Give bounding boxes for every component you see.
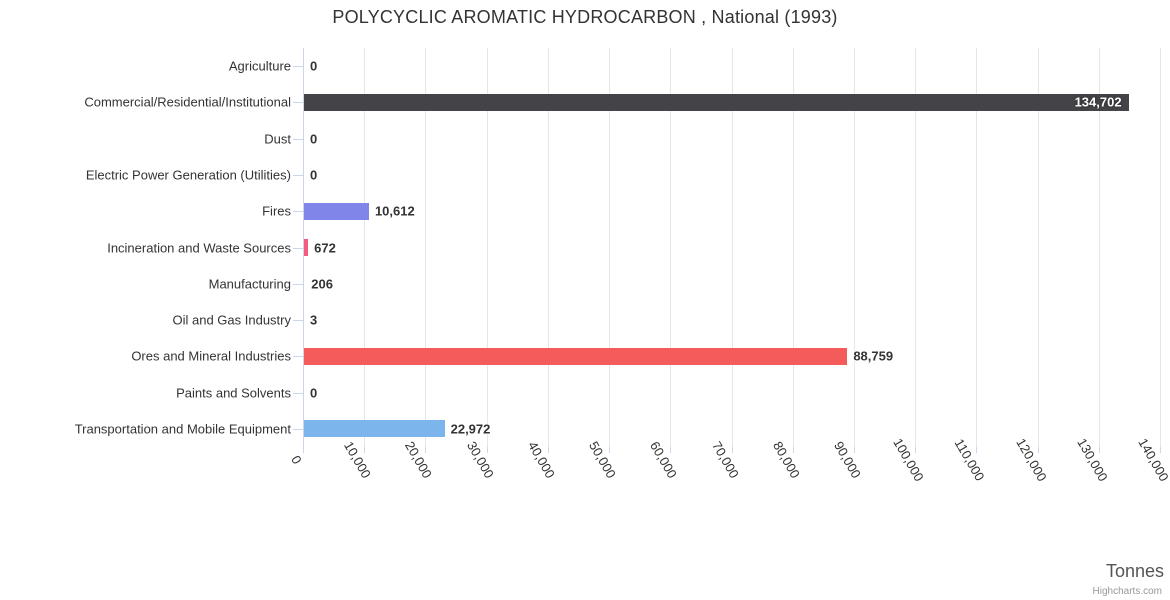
chart-title: POLYCYCLIC AROMATIC HYDROCARBON , Nation… [332, 7, 838, 27]
x-axis-tick-mark [609, 447, 611, 453]
x-axis-tick-label: 40,000 [524, 438, 558, 481]
gridline [609, 48, 611, 447]
category-label: Electric Power Generation (Utilities) [85, 167, 291, 183]
category-tick-mark [293, 392, 303, 394]
x-axis-tick-label: 10,000 [341, 438, 375, 481]
gridline [364, 48, 366, 447]
gridline [486, 48, 488, 447]
gridline [976, 48, 978, 447]
gridline [792, 48, 794, 447]
y-axis-line [303, 48, 304, 447]
x-axis-tick-mark [915, 447, 917, 453]
x-axis-tick-label: 90,000 [830, 438, 864, 481]
gridline [1037, 48, 1039, 447]
x-axis-tick-label: 120,000 [1012, 435, 1050, 484]
gridline [425, 48, 427, 447]
category-label: Dust [264, 131, 291, 147]
gridline [670, 48, 672, 447]
category-tick-mark [293, 174, 303, 176]
bar-value-label: 206 [311, 276, 333, 292]
x-axis-tick-label: 30,000 [463, 438, 497, 481]
category-tick-mark [293, 320, 303, 322]
category-tick-mark [293, 356, 303, 358]
x-axis-tick-label: 100,000 [890, 435, 927, 484]
bar-value-label: 0 [310, 167, 318, 183]
gridline [731, 48, 733, 447]
x-axis-tick-mark [364, 447, 366, 453]
bar[interactable] [304, 420, 445, 438]
bar[interactable] [304, 347, 848, 365]
x-axis-tick-mark [547, 447, 549, 453]
bar[interactable] [304, 239, 309, 256]
bar[interactable] [304, 202, 369, 220]
category-label: Transportation and Mobile Equipment [74, 421, 291, 437]
bar-value-label: 0 [310, 385, 318, 401]
x-axis-tick-mark [731, 447, 733, 453]
bar-value-label: 10,612 [374, 203, 415, 219]
category-tick-mark [293, 211, 303, 213]
category-tick-mark [293, 283, 303, 285]
bar-value-label: 134,702 [1074, 94, 1122, 110]
x-axis-tick-label: 70,000 [708, 438, 742, 481]
x-axis-tick-label: 0 [288, 452, 305, 467]
gridline [853, 48, 855, 447]
bar-value-label: 0 [310, 131, 318, 147]
category-label: Paints and Solvents [176, 385, 291, 401]
category-label: Ores and Mineral Industries [131, 348, 291, 364]
category-label: Incineration and Waste Sources [107, 240, 291, 255]
category-tick-mark [293, 247, 303, 249]
gridline [1160, 48, 1161, 447]
x-axis-tick-mark [792, 447, 794, 453]
category-tick-mark [293, 66, 303, 68]
category-tick-mark [293, 138, 303, 140]
category-label: Commercial/Residential/Institutional [84, 94, 291, 110]
bar-value-label: 672 [314, 240, 336, 255]
gridline [1098, 48, 1100, 447]
x-axis-tick-label: 110,000 [951, 436, 988, 484]
x-axis-tick-mark [853, 447, 855, 453]
bar[interactable] [304, 93, 1129, 111]
bar-value-label: 0 [310, 58, 318, 74]
category-label: Oil and Gas Industry [172, 312, 292, 328]
x-axis-tick-mark [425, 447, 427, 453]
x-axis-tick-label: 140,000 [1135, 435, 1170, 484]
bar-value-label: 3 [310, 312, 318, 328]
highcharts-credit-link[interactable]: Highcharts.com [1092, 586, 1162, 597]
category-label: Fires [262, 203, 291, 219]
x-axis-tick-mark [486, 447, 488, 453]
category-label: Agriculture [228, 58, 291, 74]
category-tick-mark [293, 428, 303, 430]
bar-value-label: 22,972 [450, 421, 491, 437]
x-axis-tick-mark [1037, 447, 1039, 453]
x-axis-tick-mark [976, 447, 978, 453]
category-tick-mark [293, 102, 303, 104]
bar-value-label: 88,759 [853, 348, 894, 364]
x-axis-tick-label: 60,000 [647, 438, 681, 481]
x-axis-tick-label: 20,000 [402, 438, 436, 481]
x-axis-tick-mark [303, 447, 304, 453]
gridline [915, 48, 917, 447]
x-axis-tick-label: 130,000 [1074, 435, 1111, 484]
x-axis-tick-label: 50,000 [586, 438, 620, 481]
x-axis-tick-mark [1098, 447, 1100, 453]
x-axis-title: Tonnes [1105, 561, 1164, 581]
x-axis-tick-mark [670, 447, 672, 453]
x-axis-tick-mark [1160, 447, 1161, 453]
category-label: Manufacturing [208, 276, 291, 292]
gridline [547, 48, 549, 447]
x-axis-tick-label: 80,000 [769, 438, 803, 481]
